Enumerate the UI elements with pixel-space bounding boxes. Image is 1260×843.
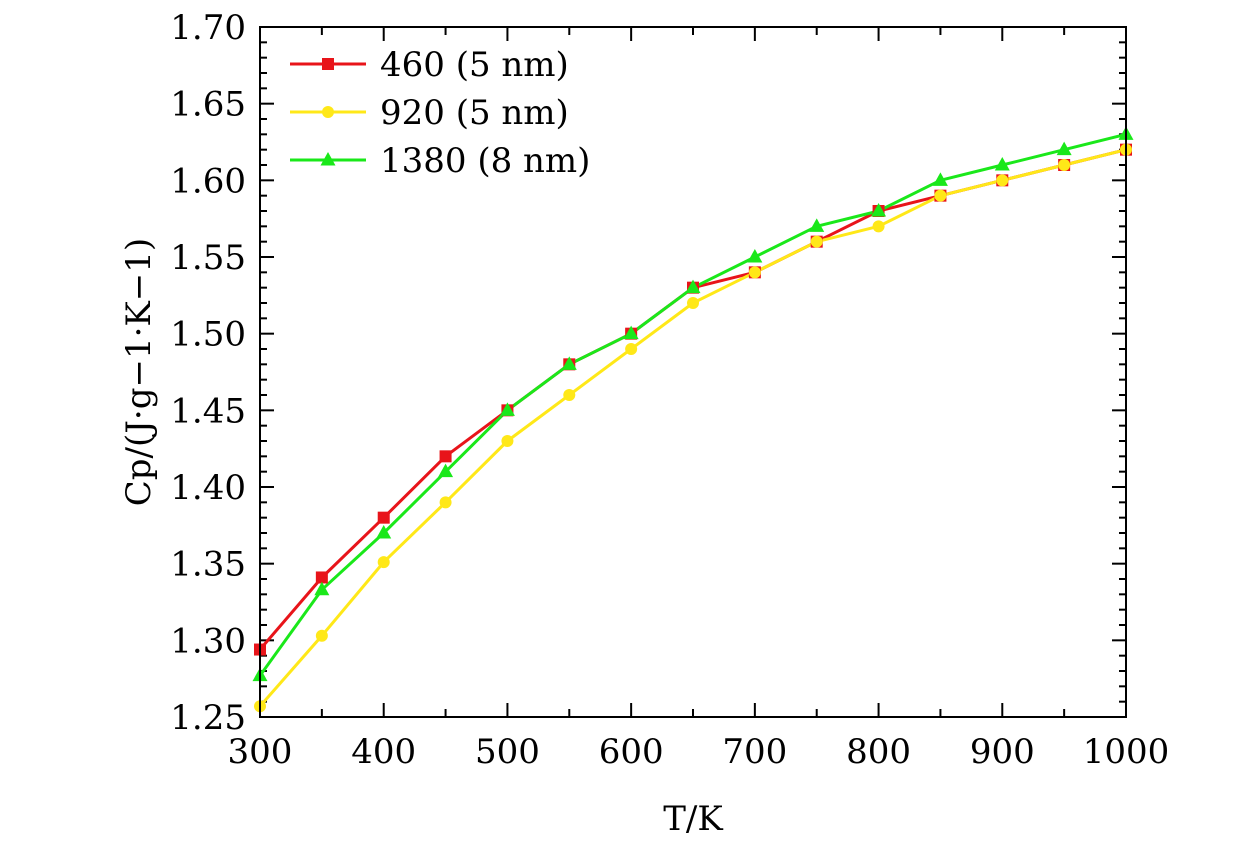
legend-label: 1380 (8 nm) <box>380 141 590 181</box>
data-point-1 <box>687 297 699 309</box>
data-point-2 <box>438 463 454 478</box>
data-point-2 <box>376 525 392 539</box>
data-point-2 <box>685 279 701 294</box>
data-point-2 <box>809 218 825 232</box>
x-tick-label: 600 <box>599 732 664 772</box>
legend-marker <box>320 152 336 166</box>
x-tick-label: 400 <box>351 732 416 772</box>
x-tick-label: 700 <box>722 732 787 772</box>
data-point-0 <box>439 450 452 463</box>
x-tick-label: 800 <box>846 732 911 772</box>
data-point-1 <box>934 189 947 202</box>
data-point-1 <box>1058 159 1071 171</box>
x-tick-label: 900 <box>970 732 1035 772</box>
y-tick-label: 1.55 <box>170 238 246 278</box>
data-point-2 <box>932 172 948 186</box>
y-tick-label: 1.50 <box>170 315 246 355</box>
legend-label: 920 (5 nm) <box>380 93 569 133</box>
x-tick-label: 1000 <box>1083 732 1170 772</box>
data-point-2 <box>747 249 763 263</box>
data-point-2 <box>561 356 577 370</box>
x-axis-label: T/K <box>663 799 723 839</box>
data-point-2 <box>871 203 887 217</box>
y-tick-label: 1.25 <box>170 698 246 738</box>
data-point-2 <box>314 581 330 596</box>
legend: 460 (5 nm) 920 (5 nm) 1380 (8 nm) <box>290 45 590 181</box>
data-point-1 <box>501 435 514 447</box>
data-point-0 <box>315 571 328 584</box>
y-tick-label: 1.45 <box>170 391 246 431</box>
legend-label: 460 (5 nm) <box>380 45 569 85</box>
series-line-2 <box>258 132 1127 677</box>
data-point-1 <box>315 629 328 642</box>
x-tick-label: 300 <box>228 732 293 772</box>
y-tick-label: 1.30 <box>170 621 246 661</box>
series-lines <box>258 132 1127 708</box>
series-markers <box>252 126 1134 713</box>
x-tick-label: 500 <box>475 732 540 772</box>
y-tick-label: 1.65 <box>170 85 246 125</box>
data-point-1 <box>872 220 885 233</box>
data-point-1 <box>810 235 823 248</box>
y-tick-label: 1.70 <box>170 8 246 48</box>
legend-marker <box>322 58 334 70</box>
data-point-1 <box>377 556 390 569</box>
y-tick-label: 1.60 <box>170 161 246 201</box>
data-point-2 <box>499 402 515 416</box>
data-point-1 <box>996 174 1009 187</box>
plot-frame <box>259 26 1127 718</box>
legend-marker <box>322 106 334 118</box>
series-line-1 <box>258 148 1127 708</box>
series-line-0 <box>258 148 1127 651</box>
data-point-0 <box>377 511 390 524</box>
y-tick-label: 1.40 <box>170 468 246 508</box>
data-point-1 <box>625 343 638 355</box>
y-tick-label: 1.35 <box>170 545 246 585</box>
data-point-2 <box>623 325 639 340</box>
data-point-1 <box>563 389 576 401</box>
data-point-2 <box>994 157 1010 171</box>
axis-ticks: 300 400 500 600 700 800 900 1000 1.25 1.30 1.35 1.4… <box>170 8 1169 772</box>
data-point-1 <box>439 496 452 509</box>
data-point-1 <box>748 266 761 279</box>
y-axis-label: Cp/(J·g−1·K−1) <box>119 238 159 506</box>
axis-titles: T/K Cp/(J·g−1·K−1) <box>119 238 723 839</box>
data-point-2 <box>1056 141 1072 156</box>
